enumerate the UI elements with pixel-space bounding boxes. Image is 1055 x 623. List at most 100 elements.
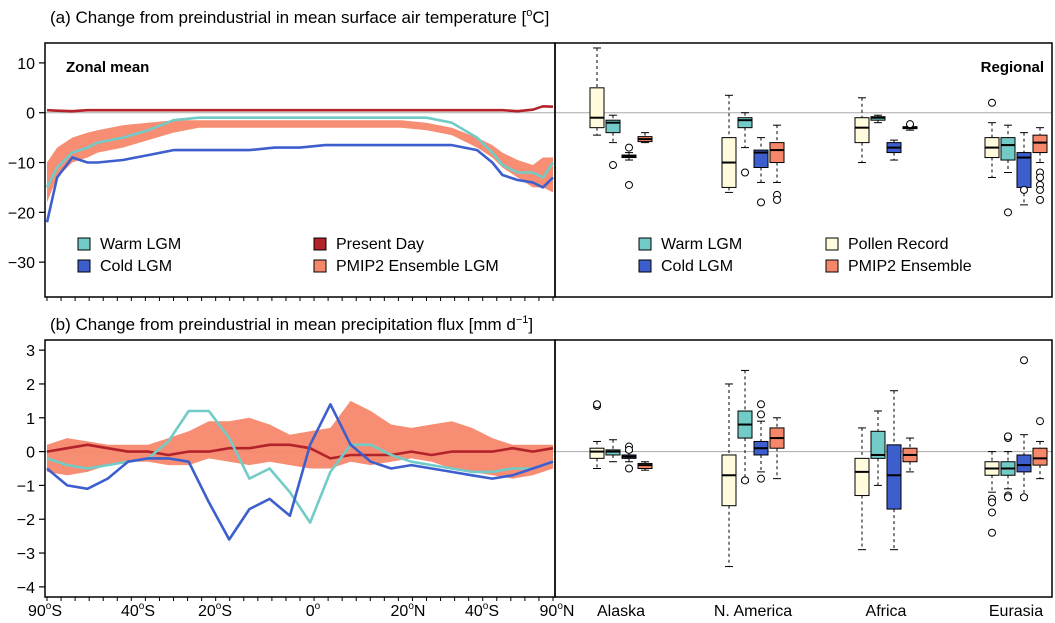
cold-box [886, 444, 902, 510]
outlier [741, 168, 749, 177]
y-tick-label: 2 [26, 377, 35, 394]
y-tick-label: −20 [8, 205, 35, 222]
y-tick-label: 10 [17, 56, 35, 73]
y-tick-label: 3 [26, 343, 35, 360]
warm-box [1000, 137, 1016, 161]
panel-b-zonal: 3 2 1 0 −1 −2 −3 −4 [17, 339, 556, 601]
y-tick-label: 0 [26, 445, 35, 462]
outlier [1004, 208, 1012, 217]
lat-tick-label: 0o [306, 601, 321, 620]
frame [554, 42, 1053, 298]
y-tick-label: 0 [26, 106, 35, 123]
y-tick-label: −10 [8, 156, 35, 173]
outlier [757, 400, 765, 409]
pollen-legend-label: Pollen Record [848, 236, 949, 253]
warm-legend-label: Warm LGM [661, 236, 742, 253]
outlier [593, 400, 601, 409]
outlier [988, 98, 996, 107]
cold-legend-swatch [77, 259, 91, 273]
present-line [46, 443, 554, 460]
lat-tick-label: 40oS [121, 601, 155, 620]
warm-legend-swatch [638, 237, 652, 251]
cold-legend-label: Cold LGM [661, 258, 733, 275]
y-tick-label: −2 [17, 512, 35, 529]
pollen-box [854, 117, 870, 144]
cold-box [753, 149, 769, 169]
outlier [757, 198, 765, 207]
cold-legend-swatch [638, 259, 652, 273]
outlier [988, 498, 996, 507]
y-tick-label: 1 [26, 411, 35, 428]
lat-tick-label: 90oN [540, 601, 575, 620]
cold-legend-label: Cold LGM [100, 258, 172, 275]
warm-legend-swatch [77, 237, 91, 251]
outlier [1036, 417, 1044, 426]
cold-box [1016, 454, 1032, 473]
outlier [988, 508, 996, 517]
pmip-legend-label: PMIP2 Ensemble LGM [336, 258, 499, 275]
region-label: Africa [866, 603, 907, 620]
outlier [625, 445, 633, 454]
title-b: (b) Change from preindustrial in mean pr… [50, 314, 533, 334]
outlier [625, 143, 633, 152]
cold-line [46, 403, 554, 541]
latitude-axis: 90oS 40oS 20oS 0o 20oN 40oS 90oN [28, 601, 574, 620]
cold-line [45, 143, 554, 223]
outlier [757, 474, 765, 483]
warm-legend-label: Warm LGM [100, 236, 181, 253]
outlier [1004, 493, 1012, 502]
legend-zonal: Warm LGM Cold LGM Present Day PMIP2 Ensembl… [77, 236, 499, 275]
pmip-box [1032, 447, 1048, 466]
outlier [906, 120, 914, 129]
outlier [1020, 185, 1028, 194]
outlier [625, 464, 633, 473]
present-line [46, 105, 554, 113]
pollen-box [721, 454, 737, 507]
outlier [1036, 173, 1044, 182]
pollen-box [589, 87, 605, 129]
outlier [1036, 195, 1044, 204]
outlier [988, 528, 996, 537]
frame [554, 339, 1053, 598]
region-label: Alaska [597, 603, 645, 620]
outlier [1004, 432, 1012, 441]
outlier [1020, 493, 1028, 502]
lat-tick-label: 40oS [465, 601, 499, 620]
outlier [773, 195, 781, 204]
region-label: N. America [714, 603, 792, 620]
title-a: (a) Change from preindustrial in mean su… [50, 7, 549, 27]
pmip-legend-label: PMIP2 Ensemble [848, 258, 972, 275]
warm-line [45, 116, 555, 188]
y-tick-label: −1 [17, 478, 35, 495]
region-label: Eurasia [989, 603, 1043, 620]
present-legend-swatch [313, 237, 327, 251]
pollen-legend-swatch [825, 237, 839, 251]
region-axis: Alaska N. America Africa Eurasia [597, 603, 1043, 620]
outlier [625, 180, 633, 189]
outlier [1036, 185, 1044, 194]
pollen-box [854, 457, 870, 497]
y-tick-label: −30 [8, 255, 35, 272]
outlier [757, 410, 765, 419]
pmip-box [1032, 134, 1048, 154]
pmip-legend-swatch [825, 259, 839, 273]
warm-box [870, 430, 886, 459]
pollen-box [589, 447, 605, 459]
lat-tick-label: 20oS [198, 601, 232, 620]
y-tick-label: −4 [17, 580, 35, 597]
regional-label: Regional [981, 59, 1044, 76]
pmip-box [769, 142, 785, 164]
legend-regional: Warm LGM Cold LGM Pollen Record PMIP2 Ensem… [638, 236, 972, 275]
outlier [1020, 356, 1028, 365]
y-tick-label: −3 [17, 546, 35, 563]
warm-box [737, 117, 753, 129]
outlier [609, 161, 617, 170]
panel-b-regional [554, 339, 1053, 598]
present-legend-label: Present Day [336, 236, 424, 253]
outlier [741, 476, 749, 485]
lat-tick-label: 90oS [28, 601, 62, 620]
pmip-legend-swatch [313, 259, 327, 273]
zonal-label: Zonal mean [66, 59, 149, 76]
lat-tick-label: 20oN [391, 601, 426, 620]
